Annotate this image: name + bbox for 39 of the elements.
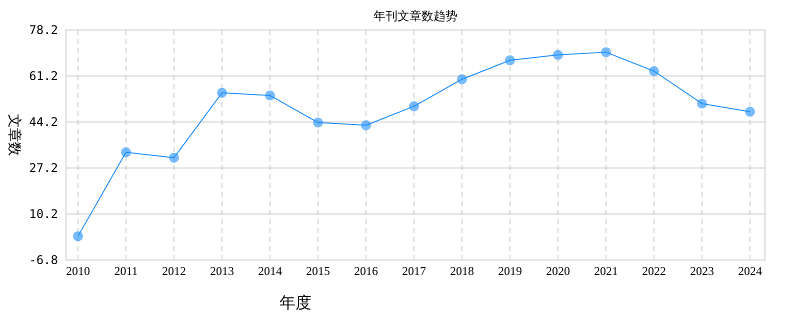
y-axis-title: 文章数 [6,114,22,156]
x-tick-label: 2013 [210,264,234,278]
x-tick-label: 2020 [546,264,570,278]
point [361,120,371,130]
point [409,101,419,112]
x-tick-label: 2021 [594,264,618,278]
x-tick-label: 2022 [642,264,666,278]
point [121,147,131,158]
y-tick-label: 44.2 [29,115,58,129]
point [313,118,323,128]
x-tick-label: 2018 [450,264,474,278]
chart-title: 年刊文章数趋势 [374,9,458,23]
point [169,152,179,163]
point [649,66,659,76]
x-tick-label: 2012 [162,264,186,278]
x-tick-label: 2019 [498,264,522,278]
x-tick-label: 2023 [690,264,714,278]
point [745,106,755,117]
point [601,47,611,58]
point [553,50,563,60]
point [73,231,83,242]
y-tick-label: 27.2 [29,161,58,175]
x-tick-label: 2016 [354,264,378,278]
x-tick-label: 2024 [738,264,762,278]
x-tick-label: 2011 [114,264,138,278]
y-tick-label: -6.8 [29,253,58,267]
x-tick-label: 2017 [402,264,426,278]
point [457,74,467,84]
x-tick-label: 2010 [66,264,90,278]
y-tick-label: 61.2 [29,69,58,83]
x-tick-label: 2015 [306,264,330,278]
point [697,98,707,109]
point [265,90,275,100]
point [505,55,515,66]
point [217,88,227,98]
x-axis-title: 年度 [280,293,312,312]
y-tick-label: 10.2 [29,207,58,221]
y-tick-label: 78.2 [29,23,58,37]
x-tick-label: 2014 [258,264,282,278]
